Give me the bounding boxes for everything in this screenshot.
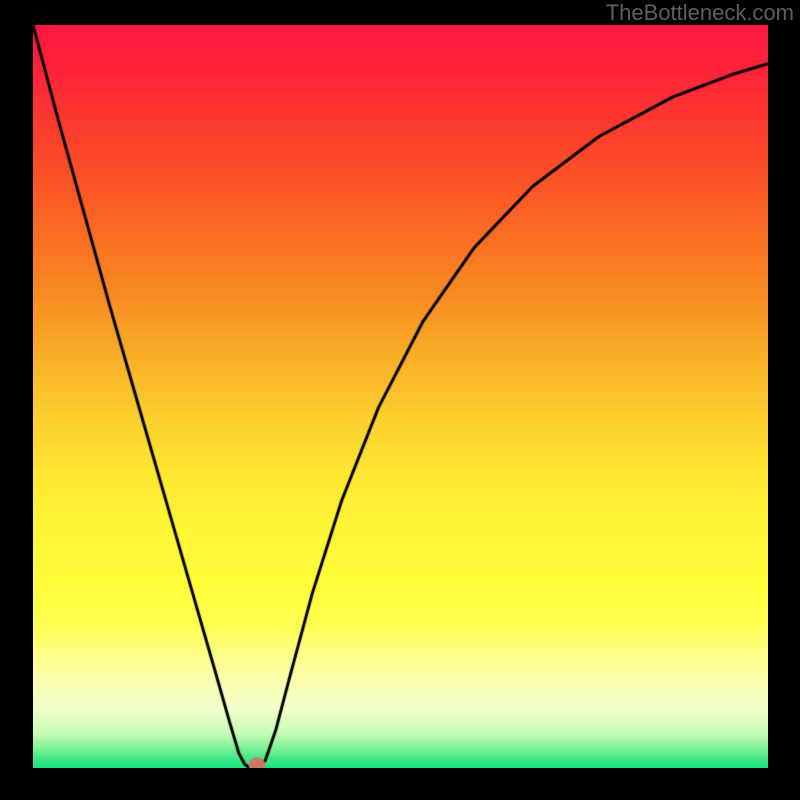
plot-area — [33, 25, 768, 768]
bottleneck-curve — [33, 25, 768, 768]
watermark-label: TheBottleneck.com — [606, 0, 794, 26]
chart-stage: TheBottleneck.com — [0, 0, 800, 800]
